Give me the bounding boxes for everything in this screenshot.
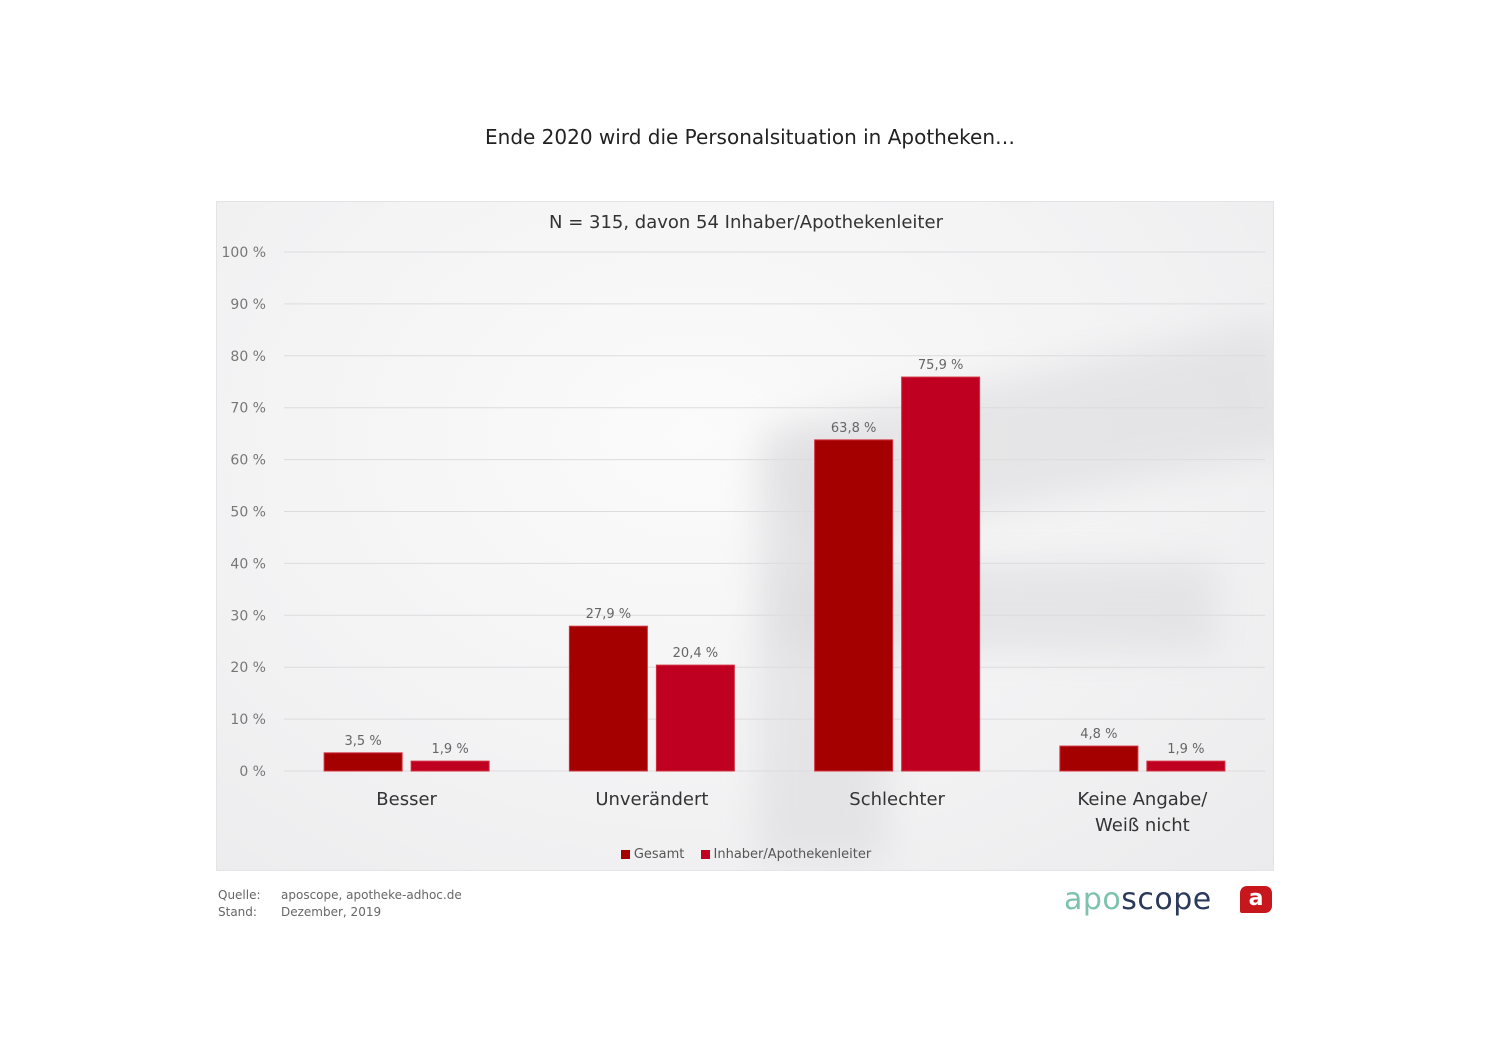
x-category-label: Schlechter <box>849 789 945 810</box>
bar-inhaber <box>1146 760 1226 772</box>
y-tick-label: 60 % <box>230 453 266 469</box>
date-value: Dezember, 2019 <box>281 905 382 919</box>
data-label: 20,4 % <box>673 646 718 661</box>
x-category-label: Keine Angabe/ <box>1077 789 1208 810</box>
bar-inhaber <box>901 376 981 772</box>
chart-title: Ende 2020 wird die Personalsituation in … <box>485 125 1015 149</box>
bar-gesamt <box>568 625 648 772</box>
legend-swatch-inhaber <box>700 850 710 859</box>
source-value: aposcope, apotheke-adhoc.de <box>281 888 462 902</box>
y-tick-label: 40 % <box>230 556 266 572</box>
plot-area: 0 % 10 % 20 % 30 % 40 % 50 % 60 % 70 % 80 % 90 % 1… <box>222 245 1265 836</box>
source-label: Quelle: <box>218 888 261 902</box>
y-tick-label: 30 % <box>230 608 266 624</box>
legend-item-gesamt: Gesamt <box>620 847 685 862</box>
bar-inhaber <box>655 664 735 772</box>
logo-part-apo: apo <box>1064 882 1122 917</box>
legend: Gesamt Inhaber/Apothekenleiter <box>217 847 1273 863</box>
data-label: 1,9 % <box>1167 742 1204 757</box>
y-tick-label: 50 % <box>230 505 266 521</box>
footer-source: Quelle: aposcope, apotheke-adhoc.de Stand… <box>218 887 462 921</box>
bar-inhaber <box>410 760 490 772</box>
y-tick-label: 90 % <box>230 297 266 313</box>
x-category-label: Besser <box>376 789 437 810</box>
adhoc-logo-icon: a <box>1240 886 1272 913</box>
aposcope-logo: aposcope <box>1064 882 1212 917</box>
chart-panel: N = 315, davon 54 Inhaber/Apothekenleite… <box>216 201 1274 871</box>
data-label: 3,5 % <box>345 734 382 749</box>
x-category-label: Unverändert <box>595 789 708 810</box>
y-tick-label: 20 % <box>230 660 266 676</box>
data-label: 1,9 % <box>432 742 469 757</box>
y-tick-label: 70 % <box>230 401 266 417</box>
data-label: 4,8 % <box>1080 727 1117 742</box>
x-category-label: Weiß nicht <box>1095 815 1190 836</box>
legend-label-inhaber: Inhaber/Apothekenleiter <box>713 847 872 862</box>
chart-subtitle: N = 315, davon 54 Inhaber/Apothekenleite… <box>549 212 943 233</box>
legend-label-gesamt: Gesamt <box>633 847 685 862</box>
data-label: 27,9 % <box>586 607 631 622</box>
y-tick-label: 100 % <box>222 245 266 261</box>
bar-gesamt <box>814 439 894 772</box>
date-label: Stand: <box>218 905 257 919</box>
data-label: 63,8 % <box>831 421 876 436</box>
y-tick-label: 0 % <box>239 764 266 780</box>
bar-gesamt <box>1059 745 1139 772</box>
y-tick-label: 80 % <box>230 349 266 365</box>
bar-gesamt <box>323 752 403 772</box>
legend-swatch-gesamt <box>620 850 630 859</box>
logo-part-scope: scope <box>1121 882 1212 917</box>
legend-item-inhaber: Inhaber/Apothekenleiter <box>700 847 872 862</box>
y-tick-label: 10 % <box>230 712 266 728</box>
data-label: 75,9 % <box>918 358 963 373</box>
